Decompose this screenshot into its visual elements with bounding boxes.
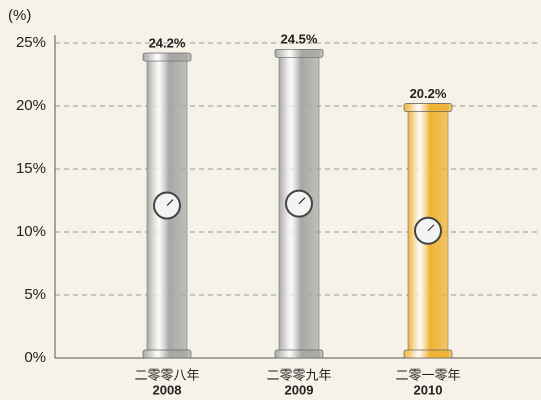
pipe-cap [142,349,192,359]
y-tick-label: 0% [24,349,46,366]
pipe-cap [142,52,192,62]
x-tick-label: 二零一零年 [395,367,460,382]
x-tick-label-year: 2010 [414,382,443,397]
pipe-cap [403,103,453,112]
x-tick-label: 二零零九年 [266,367,331,382]
y-tick-label: 10% [16,223,46,240]
gauge-needle [298,197,306,205]
x-tick-label-year: 2008 [153,382,182,397]
y-tick-label: 20% [16,97,46,114]
x-tick-label-year: 2009 [285,382,314,397]
y-axis-label: (%) [8,7,31,24]
value-label: 20.2% [410,86,447,101]
gauge-needle [427,224,435,232]
pipe-cap [274,48,324,58]
pipe-cap [274,349,324,359]
y-tick-label: 15% [16,160,46,177]
y-tick-label: 5% [24,286,46,303]
value-label: 24.2% [149,36,186,51]
y-tick-label: 25% [16,34,46,51]
value-label: 24.5% [281,32,318,47]
x-tick-label: 二零零八年 [134,367,199,382]
pipe-cap [403,349,453,359]
gauge-needle [166,199,174,206]
